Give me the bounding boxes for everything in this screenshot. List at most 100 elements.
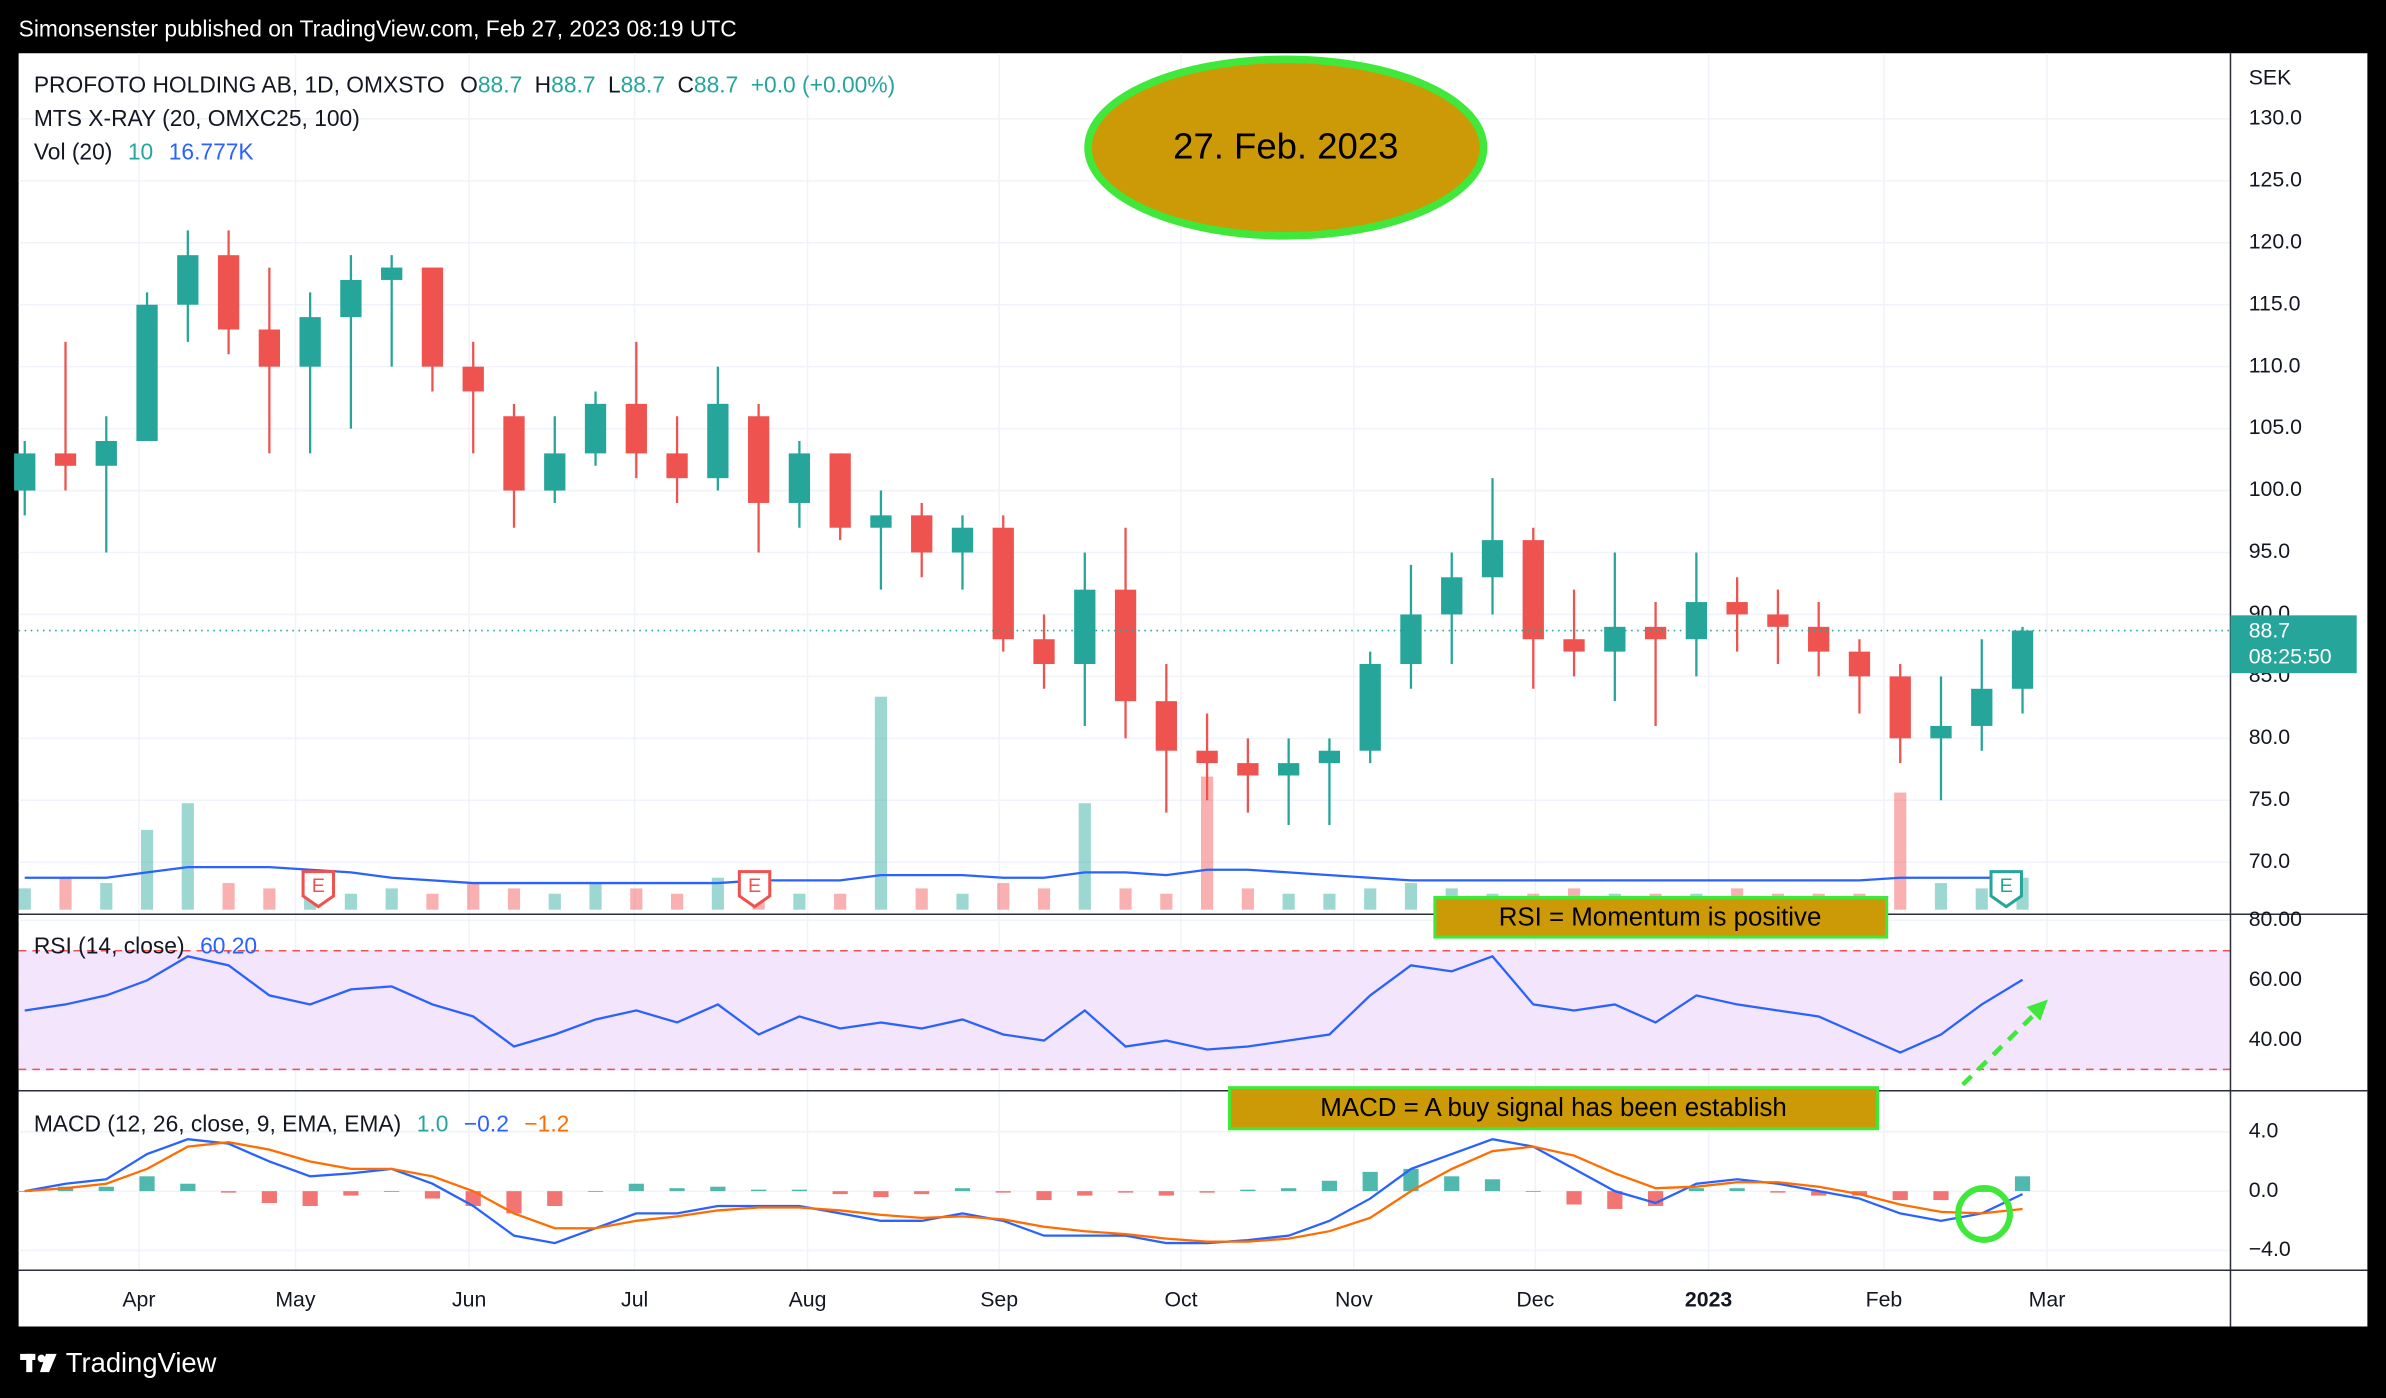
volume-bar [385,888,398,910]
macd-histogram-bar [261,1191,277,1204]
macd-histogram-bar [17,1191,33,1192]
macd-histogram-bar [2014,1176,2031,1192]
event-marker [737,870,772,909]
volume-bar [834,893,847,910]
macd-histogram-bar [1607,1191,1623,1209]
macd-histogram-bar [1770,1191,1786,1193]
candle-body [1848,651,1871,677]
macd-histogram-bar [832,1191,848,1195]
last-price-box [2230,615,2357,674]
volume-name: Vol (20) [34,139,113,165]
event-marker [301,870,336,909]
volume-bar [59,877,72,910]
candle-body [1604,626,1626,652]
macd-signal-value: −1.2 [524,1111,569,1137]
ohlc-value: 88.7 [551,72,595,98]
x-tick-label: Dec [1516,1287,1554,1311]
volume-bar [263,888,276,910]
volume-bar [1160,893,1173,910]
macd-histogram-bar [384,1191,400,1192]
macd-histogram-bar [669,1188,685,1192]
logo-part [26,1353,33,1373]
symbol: PROFOTO HOLDING AB, 1D, OMXSTO [34,72,445,98]
y-tick-label: 100.0 [2249,477,2302,501]
indicator-legend: MTS X-RAY (20, OMXC25, 100) [34,105,360,131]
volume-bar [100,883,113,910]
macd-histogram-bar [1484,1179,1501,1192]
ohlc-value: 88.7 [478,72,522,98]
y-tick-label: 120.0 [2249,229,2302,253]
candle-body [1074,589,1096,665]
macd-histogram-bar [954,1188,971,1192]
macd-histogram-bar [302,1191,318,1206]
volume-bar [18,888,31,910]
macd-histogram-bar [1117,1191,1134,1193]
date-annotation: 27. Feb. 2023 [1173,126,1398,167]
candle-body [584,403,607,454]
event-label: E [748,875,761,897]
candle-body [2011,630,2034,689]
macd-histogram-bar [1321,1180,1338,1192]
x-tick-label: Jul [621,1287,648,1311]
x-tick-label: Apr [122,1287,155,1311]
candle-body [1278,763,1300,776]
ohlc-key: L [608,72,621,98]
volume-bar [589,883,602,910]
volume-bar [630,888,643,910]
volume-bar [956,893,969,910]
date-bubble [1084,55,1488,240]
footer-brand: TradingView [66,1347,217,1378]
y-tick-label: 75.0 [2249,787,2290,811]
macd-histogram-bar [914,1191,930,1195]
currency: SEK [2249,66,2292,90]
macd-histogram-bar [1729,1188,1745,1192]
candle-body [14,453,36,491]
y-tick-label: 0.0 [2249,1178,2279,1202]
rsi-note: RSI = Momentum is positive [1499,904,1822,932]
macd-value: −0.2 [464,1111,509,1137]
candle-body [299,317,321,367]
volume-bar [1037,888,1051,910]
logo-part [39,1353,57,1373]
macd-histogram-bar [1077,1191,1093,1196]
candle-body [992,527,1014,640]
y-tick-label: 105.0 [2249,415,2302,439]
candle-body [1359,664,1381,751]
candle-body [544,453,566,491]
macd-histogram-bar [628,1183,644,1192]
candle-body [1155,701,1177,751]
volume-bar [1404,883,1418,910]
macd-note: MACD = A buy signal has been establish [1320,1094,1786,1122]
macd-histogram-bar [465,1191,481,1206]
x-tick-label: Nov [1335,1287,1373,1311]
macd-histogram-bar [98,1186,114,1192]
x-tick-label: Feb [1866,1287,1903,1311]
volume-bar [1934,883,1948,910]
symbol-legend: PROFOTO HOLDING AB, 1D, OMXSTO O88.7 H88… [34,72,895,98]
x-tick-label: Mar [2029,1287,2066,1311]
candle-body [503,416,525,491]
volume-bar [1894,792,1907,910]
macd-histogram-bar [1974,1191,1990,1192]
y-tick-label: 115.0 [2249,291,2301,315]
candle-body [177,255,199,305]
macd-histogram-bar [1199,1191,1215,1193]
macd-histogram-bar [1525,1191,1541,1192]
ohlc-value: 88.7 [621,72,665,98]
rsi-name: RSI (14, close) [34,933,185,959]
x-tick-label: May [275,1287,316,1311]
candle-body [1808,626,1830,652]
volume-bar [1975,888,1988,910]
candle-body [1196,750,1218,764]
rsi-line [24,954,2024,1054]
candle-body [1033,639,1055,665]
candle-body [1767,614,1789,627]
y-tick-label: 80.00 [2249,907,2302,931]
macd-histogram-bar [791,1189,807,1192]
macd-histogram-bar [343,1191,359,1196]
volume-bar [1078,803,1091,910]
volume-bar [793,893,806,910]
